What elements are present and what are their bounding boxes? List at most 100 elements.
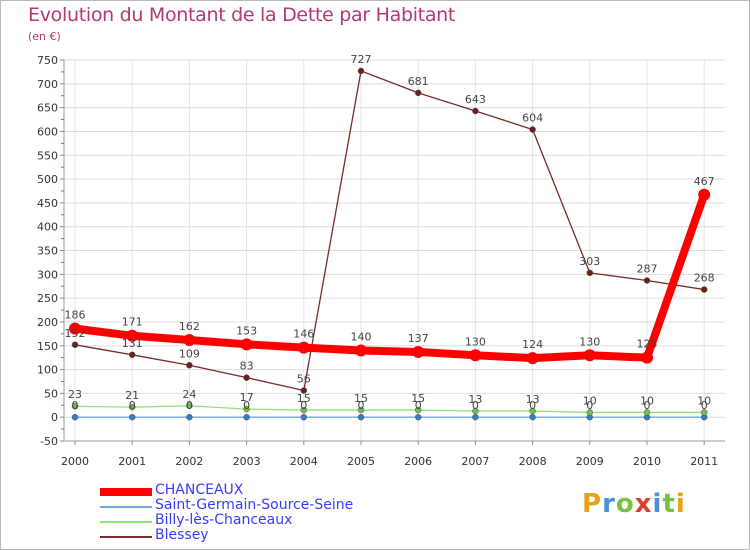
data-label: 162 <box>179 320 200 333</box>
logo-letter: i <box>675 489 686 519</box>
data-point <box>414 406 422 414</box>
data-point <box>472 413 479 421</box>
y-tick-label: 550 <box>37 149 58 162</box>
x-tick-label: 2005 <box>347 455 375 468</box>
data-label: 0 <box>129 399 136 412</box>
data-point <box>643 409 651 416</box>
data-point <box>243 374 250 381</box>
data-point <box>128 403 136 411</box>
x-tick-label: 2009 <box>576 455 604 468</box>
data-point <box>186 402 193 410</box>
data-label: 15 <box>411 392 425 405</box>
data-point <box>357 413 365 421</box>
data-point <box>698 188 711 201</box>
data-point <box>71 413 79 421</box>
data-label: 0 <box>300 399 307 412</box>
data-label: 24 <box>182 388 196 401</box>
data-label: 124 <box>522 338 543 351</box>
data-label: 131 <box>122 337 143 350</box>
data-label: 0 <box>72 399 79 412</box>
data-point <box>700 286 708 293</box>
y-tick-label: 150 <box>37 340 58 353</box>
legend-label: Billy-lès-Chanceaux <box>155 512 293 528</box>
data-point <box>472 407 479 415</box>
data-label: 0 <box>243 399 250 412</box>
y-tick-label: 700 <box>37 78 58 91</box>
x-tick-label: 2010 <box>633 455 661 468</box>
data-label: 152 <box>65 327 86 340</box>
y-tick-label: 600 <box>37 125 58 138</box>
data-point <box>300 406 308 414</box>
legend-label: Saint-Germain-Source-Seine <box>155 497 354 513</box>
series-line-chanceaux <box>74 193 708 363</box>
data-point <box>641 351 653 364</box>
y-tick-label: 200 <box>37 316 58 329</box>
y-tick-label: 400 <box>37 221 58 234</box>
data-point <box>414 413 422 421</box>
logo-letter: P <box>582 489 603 519</box>
data-label: 125 <box>637 338 658 351</box>
data-point <box>186 362 193 369</box>
y-tick-label: 0 <box>51 411 58 424</box>
data-label: 0 <box>472 399 479 412</box>
data-point <box>243 413 250 421</box>
data-point <box>128 351 136 359</box>
legend-swatch <box>100 521 152 523</box>
data-point <box>469 349 482 362</box>
data-label: 15 <box>354 392 368 405</box>
data-label: 303 <box>579 255 600 268</box>
logo-letter: x <box>634 489 653 519</box>
x-tick-label: 2003 <box>233 455 261 468</box>
proxiti-logo: Proxiti <box>582 489 686 519</box>
data-point <box>472 107 479 115</box>
logo-letter: t <box>662 489 676 519</box>
data-label: 10 <box>640 394 654 407</box>
data-label: 0 <box>586 399 593 412</box>
data-point <box>583 349 596 362</box>
data-point <box>128 413 136 421</box>
data-label: 0 <box>415 399 422 412</box>
data-label: 130 <box>579 335 600 348</box>
chart-unit-label: (en €) <box>28 30 61 43</box>
data-point <box>414 89 422 97</box>
data-point <box>297 341 310 354</box>
y-tick-label: 100 <box>37 364 58 377</box>
data-label: 13 <box>526 393 540 406</box>
data-label: 17 <box>240 391 254 404</box>
data-point <box>240 338 253 351</box>
data-point <box>357 67 365 75</box>
x-tick-label: 2011 <box>690 455 718 468</box>
data-point <box>126 329 139 342</box>
x-tick-label: 2004 <box>290 455 318 468</box>
data-label: 15 <box>297 392 311 405</box>
data-label: 21 <box>125 389 139 402</box>
logo-letter: r <box>602 489 616 519</box>
legend-label: CHANCEAUX <box>155 482 244 498</box>
data-label: 727 <box>351 53 372 66</box>
data-point <box>643 277 651 284</box>
data-label: 56 <box>297 373 311 386</box>
data-label: 140 <box>351 331 372 344</box>
data-label: 467 <box>694 175 715 188</box>
data-point <box>300 413 308 421</box>
data-point <box>529 413 536 421</box>
data-label: 643 <box>465 93 486 106</box>
y-tick-label: 300 <box>37 268 58 281</box>
data-label: 171 <box>122 316 143 329</box>
chart-title: Evolution du Montant de la Dette par Hab… <box>28 4 456 26</box>
data-label: 0 <box>644 399 651 412</box>
data-point <box>357 406 365 414</box>
data-point <box>71 341 79 349</box>
x-tick-label: 2008 <box>519 455 547 468</box>
logo-letter: o <box>615 489 635 519</box>
y-tick-label: 750 <box>37 54 58 67</box>
x-tick-label: 2006 <box>404 455 432 468</box>
data-label: 13 <box>468 393 482 406</box>
data-point <box>700 409 708 416</box>
data-label: 130 <box>465 335 486 348</box>
x-tick-label: 2000 <box>61 455 89 468</box>
y-tick-label: 250 <box>37 292 58 305</box>
data-label: 0 <box>701 399 708 412</box>
data-point <box>69 322 81 335</box>
